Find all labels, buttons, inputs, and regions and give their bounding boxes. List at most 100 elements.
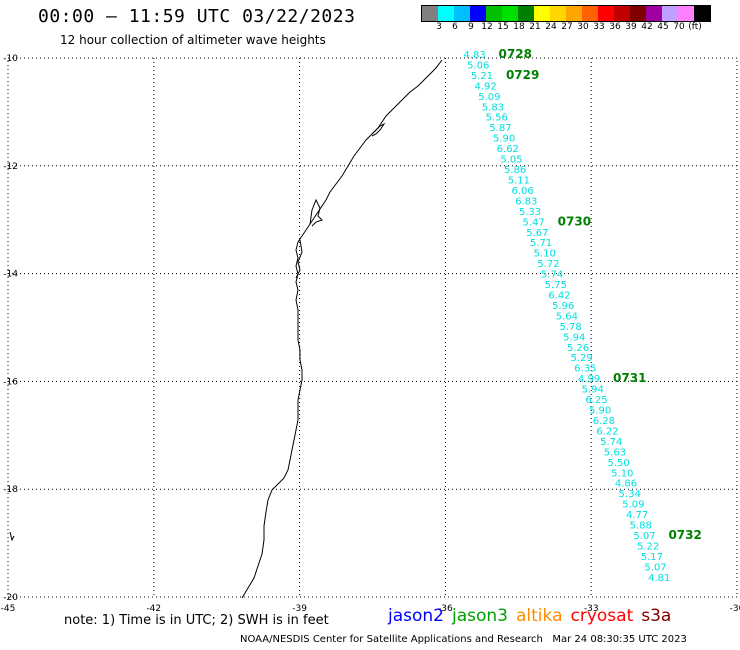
swh-value: 5.34 [619, 489, 641, 500]
swh-value: 5.22 [637, 541, 659, 552]
swh-value: 5.05 [500, 155, 522, 166]
pass-time-label: 0731 [613, 371, 646, 385]
map-frame [7, 57, 738, 598]
pass-time-label: 0728 [499, 47, 532, 61]
lon-tick-label: -45 [1, 604, 16, 614]
colorbar-swatch [518, 6, 534, 21]
colorbar-swatch [694, 6, 710, 21]
swh-value: 5.72 [537, 259, 559, 270]
swh-value: 5.75 [545, 280, 567, 291]
swh-value: 5.47 [523, 217, 545, 228]
swh-value: 5.78 [559, 322, 581, 333]
colorbar-swatch [630, 6, 646, 21]
colorbar-swatch [566, 6, 582, 21]
swh-value: 5.71 [530, 238, 552, 249]
colorbar-swatch [598, 6, 614, 21]
swh-value: 5.07 [644, 562, 666, 573]
colorbar-label: 9 [468, 22, 474, 32]
swh-value: 6.28 [593, 416, 615, 427]
swh-track: 4.835.065.214.925.095.835.565.875.906.62… [463, 50, 670, 584]
swh-colorbar [421, 5, 711, 22]
swh-value: 5.06 [467, 60, 489, 71]
pass-time-label: 0729 [506, 68, 539, 82]
legend-s3a: s3a [641, 606, 672, 626]
map-title: 00:00 — 11:59 UTC 03/22/2023 [38, 6, 356, 27]
colorbar-swatch [470, 6, 486, 21]
swh-value: 6.06 [511, 186, 533, 197]
swh-value: 6.83 [515, 196, 537, 207]
lat-tick-label: -12 [3, 162, 18, 172]
lon-tick-label: -33 [584, 604, 599, 614]
swh-value: 5.86 [504, 165, 526, 176]
colorbar-swatch [678, 6, 694, 21]
colorbar-label: 39 [625, 22, 637, 32]
swh-value: 6.62 [497, 144, 519, 155]
colorbar-label: 12 [481, 22, 493, 32]
swh-value: 5.96 [552, 301, 574, 312]
colorbar-label: 36 [609, 22, 621, 32]
legend-jason2: jason2 [388, 606, 444, 626]
swh-value: 5.83 [482, 102, 504, 113]
satellite-legend: jason2 jason3 altika cryosat s3a [388, 606, 679, 626]
swh-value: 5.94 [563, 332, 585, 343]
lat-lon-grid [7, 57, 738, 598]
lon-tick-label: -39 [292, 604, 307, 614]
lon-tick-label: -42 [146, 604, 161, 614]
colorbar-swatch [662, 6, 678, 21]
legend-cryosat: cryosat [570, 606, 634, 626]
colorbar-label: 45 [657, 22, 669, 32]
swh-value: 5.26 [567, 343, 589, 354]
colorbar-swatch [646, 6, 662, 21]
credit-line: NOAA/NESDIS Center for Satellite Applica… [240, 634, 687, 645]
colorbar-label: 18 [513, 22, 525, 32]
swh-value: 5.74 [541, 270, 563, 281]
colorbar-swatch [614, 6, 630, 21]
colorbar-label: 6 [452, 22, 458, 32]
swh-value: 4.86 [615, 479, 637, 490]
lat-tick-label: -10 [3, 54, 18, 64]
swh-value: 5.33 [519, 207, 541, 218]
lon-tick-label: -36 [438, 604, 453, 614]
lat-tick-label: -20 [3, 593, 18, 603]
colorbar-label: 27 [561, 22, 573, 32]
colorbar-label: 21 [529, 22, 541, 32]
swh-value: 5.63 [604, 447, 626, 458]
swh-value: 5.09 [478, 92, 500, 103]
colorbar-label: 33 [593, 22, 605, 32]
colorbar-swatch [486, 6, 502, 21]
swh-value: 5.74 [600, 437, 622, 448]
map-subtitle: 12 hour collection of altimeter wave hei… [60, 33, 326, 47]
swh-value: 4.92 [475, 81, 497, 92]
swh-value: 5.29 [571, 353, 593, 364]
swh-value: 5.90 [493, 134, 515, 145]
swh-value: 6.35 [574, 364, 596, 375]
colorbar-swatch [550, 6, 566, 21]
colorbar-label: 3 [436, 22, 442, 32]
coastline [241, 59, 443, 599]
swh-value: 5.09 [622, 500, 644, 511]
lat-tick-label: -14 [3, 270, 18, 280]
lat-tick-label: -18 [3, 485, 18, 495]
colorbar-swatch [422, 6, 438, 21]
colorbar-swatch [454, 6, 470, 21]
swh-value: 5.11 [508, 175, 530, 186]
colorbar-swatch [582, 6, 598, 21]
swh-value: 5.07 [633, 531, 655, 542]
pass-labels: 0728 0729 0730 0731 0732 [499, 47, 702, 542]
coast-marker [9, 531, 15, 542]
legend-altika: altika [516, 606, 563, 626]
pass-time-label: 0732 [668, 528, 701, 542]
swh-value: 5.17 [641, 552, 663, 563]
swh-value: 5.21 [471, 71, 493, 82]
swh-value: 4.77 [626, 510, 648, 521]
swh-value: 5.10 [534, 249, 556, 260]
swh-value: 4.81 [648, 573, 670, 584]
lat-tick-label: -16 [3, 377, 18, 387]
axis-labels: -10 -12 -14 -16 -18 -20-45 -42 -39 -36 -33 -30 [1, 54, 740, 614]
colorbar-label: 24 [545, 22, 557, 32]
colorbar-label: 30 [577, 22, 589, 32]
swh-value: 4.83 [463, 50, 485, 61]
swh-value: 5.67 [526, 228, 548, 239]
swh-value: 6.42 [548, 291, 570, 302]
